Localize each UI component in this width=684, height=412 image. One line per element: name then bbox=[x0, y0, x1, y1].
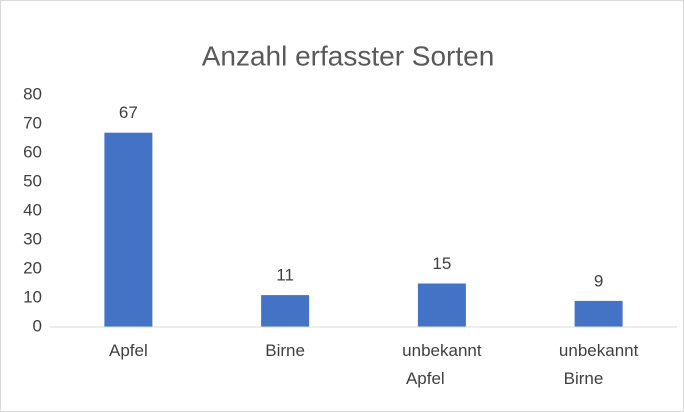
x-tick-label: unbekannt Apfel bbox=[402, 341, 482, 388]
data-label: 9 bbox=[594, 271, 603, 290]
chart-title: Anzahl erfasster Sorten bbox=[202, 40, 495, 71]
x-tick-label: unbekannt Birne bbox=[559, 341, 639, 388]
y-tick-label: 30 bbox=[23, 229, 42, 248]
bar bbox=[261, 295, 310, 327]
bar bbox=[417, 283, 466, 327]
y-tick-label: 80 bbox=[23, 84, 42, 103]
y-tick-label: 20 bbox=[23, 258, 42, 277]
y-tick-label: 10 bbox=[23, 287, 42, 306]
data-label: 67 bbox=[119, 103, 138, 122]
y-tick-label: 40 bbox=[23, 200, 42, 219]
data-label: 11 bbox=[276, 266, 294, 285]
y-tick-label: 70 bbox=[23, 113, 42, 132]
bar bbox=[574, 300, 623, 327]
y-tick-label: 0 bbox=[33, 316, 42, 335]
data-label: 15 bbox=[432, 254, 451, 273]
x-tick-label: Birne bbox=[265, 341, 305, 360]
bar bbox=[104, 132, 153, 327]
x-tick-label: Apfel bbox=[109, 341, 148, 360]
y-tick-label: 60 bbox=[23, 142, 42, 161]
y-tick-label: 50 bbox=[23, 171, 42, 190]
